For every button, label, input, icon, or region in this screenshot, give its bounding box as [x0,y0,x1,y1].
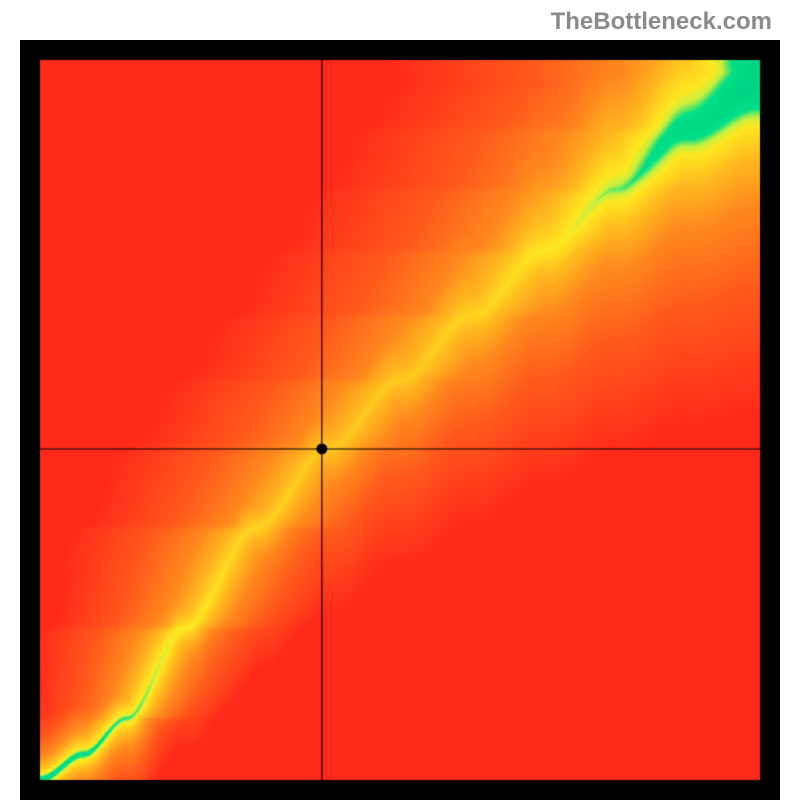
watermark-text: TheBottleneck.com [551,8,772,36]
bottleneck-heatmap [20,40,780,800]
